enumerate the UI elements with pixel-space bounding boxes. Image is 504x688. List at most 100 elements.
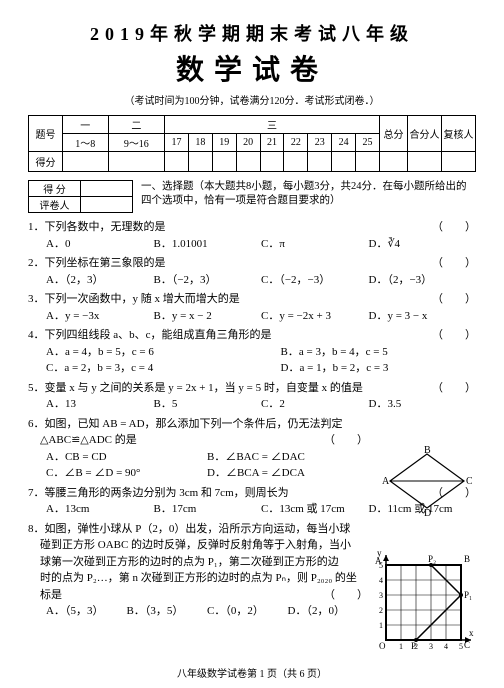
title-line2: 数学试卷 [28,48,476,88]
q1-A: A．0 [46,236,154,253]
svg-text:2: 2 [414,642,418,651]
label-B: B [464,554,470,564]
q6-D: D．∠BCA = ∠DCA [207,465,368,482]
row-label: 题号 [29,116,63,152]
col-sub: 1～8 [63,134,109,152]
svg-text:2: 2 [379,606,383,615]
svg-text:4: 4 [379,576,383,585]
paren: （ ） [432,380,476,397]
q2-C: C．（−2，−3） [261,272,369,289]
section-header-row: 得 分 评卷人 一、选择题（本大题共8小题，每小题3分，共24分．在每小题所给出… [28,180,476,213]
paren: （ ） [432,219,476,236]
svg-text:1: 1 [399,642,403,651]
row-label: 得分 [29,152,63,172]
q2-D: D．（2，−3） [369,272,477,289]
svg-text:3: 3 [379,591,383,600]
paren: （ ） [432,291,476,308]
q6-C: C．∠B = ∠D = 90° [46,465,207,482]
q7-A: A．13cm [46,501,154,518]
q6-diagram: A B C D [382,446,472,516]
q7-C: C．13cm 或 17cm [261,501,369,518]
q5-stem: 5．变量 x 与 y 之间的关系是 y = 2x + 1，当 y = 5 时，自… [28,382,363,394]
label-P1: P₁ [464,590,472,600]
col-sub: 18 [188,134,212,152]
q6-stem: 6．如图，已知 AB = AD，那么添加下列一个条件后，仍无法判定 [28,418,343,430]
label-C: C [464,640,470,650]
label-D: D [424,508,431,516]
q6-A: A．CB = CD [46,449,207,466]
q3-C: C．y = −2x + 3 [261,308,369,325]
q8-C: C．（0，2） [207,603,288,620]
paren: （ ） [324,587,368,604]
question-8: 8．如图，弹性小球从 P（2，0）出发，沿所示方向运动，每当小球 碰到正方形 O… [28,521,368,620]
svg-text:3: 3 [429,642,433,651]
section1-text: 一、选择题（本大题共8小题，每小题3分，共24分．在每小题所给出的四个选项中，恰… [133,180,476,208]
q6-B: B．∠BAC = ∠DAC [207,449,368,466]
q1-B: B．1.01001 [154,236,262,253]
q2-stem: 2．下列坐标在第三象限的是 [28,257,166,269]
svg-text:4: 4 [444,642,448,651]
col-sub: 24 [332,134,356,152]
question-4: 4．下列四组线段 a、b、c，能组成直角三角形的是 （ ） A．a = 4，b =… [28,327,476,377]
page-footer: 八年级数学试卷第 1 页（共 6 页） [0,665,504,680]
paren: （ ） [324,432,368,449]
title-line1: 2019年秋学期期末考试八年级 [28,20,476,46]
paren: （ ） [432,255,476,272]
q6-stem2: △ABC≌△ADC 的是（ ） [28,432,368,449]
col-sub: 22 [284,134,308,152]
label-B: B [424,446,431,456]
q4-B: B．a = 3，b = 4，c = 5 [281,344,476,361]
q5-C: C．2 [261,396,369,413]
col-tail: 合分人 [408,116,442,152]
label-y: y [377,550,382,558]
q1-D: D．∛4 [369,236,477,253]
mini-cell: 评卷人 [29,197,81,213]
q7-B: B．17cm [154,501,262,518]
q8-line: 碰到正方形 OABC 的边时反弹，反弹时反射角等于入射角，当小 [28,537,368,554]
label-A: A [382,476,390,487]
question-3: 3．下列一次函数中，y 随 x 增大而增大的是 （ ） A．y = −3x B．y… [28,291,476,324]
col-sub: 20 [236,134,260,152]
mini-cell: 得 分 [29,181,81,197]
q4-stem: 4．下列四组线段 a、b、c，能组成直角三角形的是 [28,329,272,341]
q2-B: B．（−2，3） [154,272,262,289]
col-big: 三 [165,116,380,134]
col-sub: 23 [308,134,332,152]
col-big: 二 [108,116,164,134]
col-big: 一 [63,116,109,134]
paren: （ ） [432,327,476,344]
q4-A: A．a = 4，b = 5，c = 6 [46,344,281,361]
q3-D: D．y = 3 − x [369,308,477,325]
col-tail: 复核人 [442,116,476,152]
q8-line: 球第一次碰到正方形的边时的点为 P₁，第二次碰到正方形的边 [28,554,368,571]
q1-stem: 1．下列各数中，无理数的是 [28,221,166,233]
q4-C: C．a = 2，b = 3，c = 4 [46,360,281,377]
q8-A: A．（5，3） [46,603,127,620]
question-6: 6．如图，已知 AB = AD，那么添加下列一个条件后，仍无法判定 △ABC≌△… [28,416,368,482]
question-5: 5．变量 x 与 y 之间的关系是 y = 2x + 1，当 y = 5 时，自… [28,380,476,413]
col-sub: 19 [212,134,236,152]
col-tail: 总分 [380,116,408,152]
score-table: 题号 一 二 三 总分 合分人 复核人 1～8 9～16 17 18 19 20… [28,115,476,172]
mini-score-table: 得 分 评卷人 [28,180,133,213]
col-sub: 25 [356,134,380,152]
q3-B: B．y = x − 2 [154,308,262,325]
q4-D: D．a = 1，b = 2，c = 3 [281,360,476,377]
q5-A: A．13 [46,396,154,413]
question-2: 2．下列坐标在第三象限的是（ ） A．（2，3） B．（−2，3） C．（−2，… [28,255,476,288]
label-P2: P₂ [428,554,436,564]
q8-line: 8．如图，弹性小球从 P（2，0）出发，沿所示方向运动，每当小球 [28,521,368,538]
q8-line: 时的点为 P₂…，第 n 次碰到正方形的边时的点为 Pₙ，则 P₂₀₂₀ 的坐 [28,570,368,587]
q8-D: D．（2，0） [288,603,369,620]
q8-diagram: O A B C x y P P₁ P₂ 1 2 3 4 5 1 2 3 4 5 [371,550,476,655]
col-sub: 9～16 [108,134,164,152]
q5-B: B．5 [154,396,262,413]
q8-line: 标是（ ） [28,587,368,604]
q3-stem: 3．下列一次函数中，y 随 x 增大而增大的是 [28,293,240,305]
label-C: C [466,476,472,487]
svg-text:1: 1 [379,621,383,630]
q3-A: A．y = −3x [46,308,154,325]
question-1: 1．下列各数中，无理数的是 （ ） A．0 B．1.01001 C．π D．∛4 [28,219,476,252]
q1-C: C．π [261,236,369,253]
svg-text:5: 5 [459,642,463,651]
